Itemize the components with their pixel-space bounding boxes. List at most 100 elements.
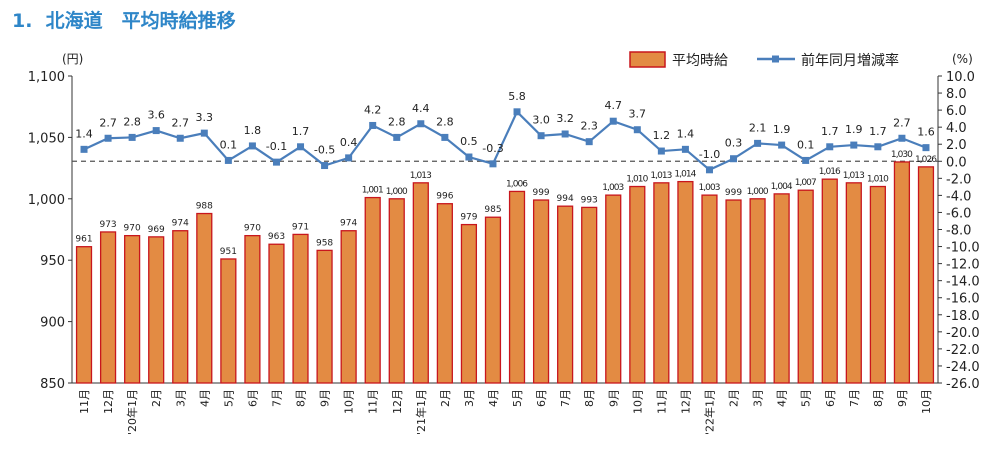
rate-point <box>248 142 256 150</box>
x-tick-label: 4月 <box>198 389 211 407</box>
x-tick-label: 5月 <box>511 389 524 407</box>
bar-value-label: 961 <box>75 235 92 245</box>
x-tick-label: 4月 <box>776 389 789 407</box>
bar <box>749 198 766 384</box>
bar-value-label: 958 <box>316 238 333 248</box>
rate-point <box>633 126 641 134</box>
bar-value-label: 1,013 <box>410 171 432 181</box>
x-tick-label: 3月 <box>463 389 476 407</box>
right-tick-label: -6.0 <box>946 206 971 221</box>
bar-value-label: 1,013 <box>650 171 672 181</box>
bar-value-label: 969 <box>148 225 165 235</box>
bar-value-label: 993 <box>581 195 598 205</box>
rate-value-label: 1.4 <box>75 127 93 140</box>
bar-value-label: 1,013 <box>843 171 865 181</box>
bar-value-label: 1,030 <box>891 150 913 160</box>
left-tick-label: 850 <box>40 377 65 392</box>
x-tick-label: 11月 <box>78 389 91 414</box>
x-tick-label: 3月 <box>174 389 187 407</box>
bar-value-label: 1,010 <box>626 175 648 185</box>
x-tick-label: 10月 <box>343 389 356 414</box>
page-title: 1. 北海道 平均時給推移 <box>12 10 236 32</box>
left-unit: (円) <box>62 52 83 66</box>
bar <box>244 234 261 384</box>
right-tick-label: 10.0 <box>946 70 975 85</box>
bar-value-label: 979 <box>460 213 477 223</box>
right-tick-label: -22.0 <box>946 343 980 358</box>
rate-point <box>778 141 786 149</box>
rate-value-label: 1.6 <box>917 126 935 139</box>
rate-point <box>874 143 882 151</box>
rate-value-label: -0.3 <box>482 142 503 155</box>
rate-value-label: 4.2 <box>364 103 382 116</box>
x-tick-label: 2月 <box>728 389 741 407</box>
rate-point <box>176 134 184 142</box>
bar <box>340 230 357 384</box>
rate-value-label: 2.8 <box>388 115 406 128</box>
right-unit: (%) <box>952 52 973 66</box>
x-tick-label: 6月 <box>535 389 548 407</box>
rate-point <box>730 155 738 163</box>
rate-value-label: 0.5 <box>460 135 478 148</box>
rate-point <box>224 156 232 164</box>
rate-value-label: 2.3 <box>580 120 598 133</box>
bar-value-label: 1,007 <box>795 178 817 188</box>
bar-value-label: 985 <box>484 205 501 215</box>
bar-value-label: 999 <box>532 188 549 198</box>
rate-value-label: 2.8 <box>436 115 454 128</box>
rate-point <box>417 120 425 128</box>
rate-value-label: 1.8 <box>244 124 262 137</box>
bar <box>316 249 333 384</box>
bar <box>677 180 694 384</box>
bar-value-label: 970 <box>244 224 261 234</box>
rate-value-label: 2.7 <box>172 116 190 129</box>
x-tick-label: 7月 <box>848 389 861 407</box>
bar <box>869 185 886 384</box>
rate-point <box>657 147 665 155</box>
rate-point <box>297 143 305 151</box>
bar <box>797 189 814 384</box>
rate-value-label: 3.3 <box>196 111 214 124</box>
bar-value-label: 951 <box>220 247 237 257</box>
x-tick-label: '22年1月 <box>702 389 716 435</box>
x-tick-label: '21年1月 <box>414 389 428 435</box>
bar <box>124 234 141 384</box>
rate-point <box>826 143 834 151</box>
rate-value-label: 0.1 <box>797 138 815 151</box>
rate-value-label: -0.1 <box>266 140 287 153</box>
rate-value-label: 1.2 <box>653 129 671 142</box>
rate-value-label: 2.8 <box>123 115 141 128</box>
x-tick-label: 8月 <box>295 389 308 407</box>
legend-line-marker <box>772 55 779 63</box>
x-tick-label: 12月 <box>102 389 115 414</box>
bar <box>557 205 574 384</box>
bar-value-label: 996 <box>436 192 453 202</box>
rate-point <box>513 108 521 116</box>
bar <box>172 230 189 384</box>
bar-value-label: 970 <box>124 224 141 234</box>
right-tick-label: -18.0 <box>946 309 980 324</box>
left-tick-label: 1,050 <box>28 131 65 146</box>
right-tick-label: -26.0 <box>946 377 980 392</box>
bar-value-label: 974 <box>340 219 357 229</box>
rate-point <box>850 141 858 149</box>
bar-value-label: 1,000 <box>747 187 769 197</box>
x-tick-label: 9月 <box>607 389 620 407</box>
x-tick-label: 9月 <box>896 389 909 407</box>
rate-value-label: 2.7 <box>893 116 911 129</box>
rate-value-label: 1.9 <box>773 123 791 136</box>
rate-point <box>104 134 112 142</box>
right-tick-label: -12.0 <box>946 258 980 273</box>
x-tick-label: 11月 <box>367 389 380 414</box>
right-tick-label: -10.0 <box>946 241 980 256</box>
legend-bar-label: 平均時給 <box>672 53 728 69</box>
bar-value-label: 999 <box>725 188 742 198</box>
x-tick-label: 8月 <box>872 389 885 407</box>
right-tick-label: -2.0 <box>946 172 971 187</box>
right-tick-label: -8.0 <box>946 224 971 239</box>
x-tick-label: 4月 <box>487 389 500 407</box>
bar <box>460 223 478 384</box>
rate-point <box>80 145 88 153</box>
x-tick-label: 9月 <box>319 389 332 407</box>
